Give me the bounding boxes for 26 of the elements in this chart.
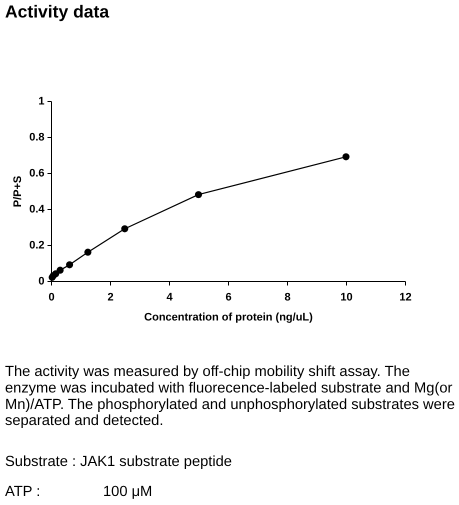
text: The activity was measured by off-chip mobility shift assay. The enzyme was incubated with fluorecence-labeled substrate and Mg(or Mn)/ATP. The phosphorylated and unphosphorylated substrates were separated and detected.	[5, 364, 455, 430]
y-tick-label: 0	[38, 276, 44, 288]
point	[56, 266, 64, 274]
x-tick-label: 6	[225, 292, 232, 304]
x-tick-label: 2	[107, 292, 114, 304]
x-tick-label: 10	[340, 292, 353, 304]
point	[121, 225, 128, 232]
y-tick-label: 1	[38, 96, 44, 108]
y-axis-title: P/P+S	[12, 176, 24, 208]
text: 100 μM	[103, 484, 152, 500]
y-tick-label: 0.6	[29, 168, 44, 180]
point	[84, 248, 92, 256]
point	[66, 261, 74, 268]
x-tick-label: 0	[48, 292, 55, 304]
y-tick-label: 0.2	[29, 240, 44, 252]
point	[194, 191, 202, 198]
x-tick-label: 8	[284, 292, 291, 304]
x-tick-label: 4	[166, 292, 174, 304]
point	[342, 153, 350, 160]
x-tick-label: 12	[399, 292, 412, 304]
chart-title: Activity data	[5, 2, 110, 22]
y-tick-label: 0.4	[29, 204, 46, 216]
y-tick-label: 0.8	[29, 132, 44, 144]
text: ATP :	[5, 484, 40, 500]
text: Substrate : JAK1 substrate peptide	[5, 454, 232, 470]
x-axis-title: Concentration of protein (ng/uL)	[144, 312, 314, 324]
